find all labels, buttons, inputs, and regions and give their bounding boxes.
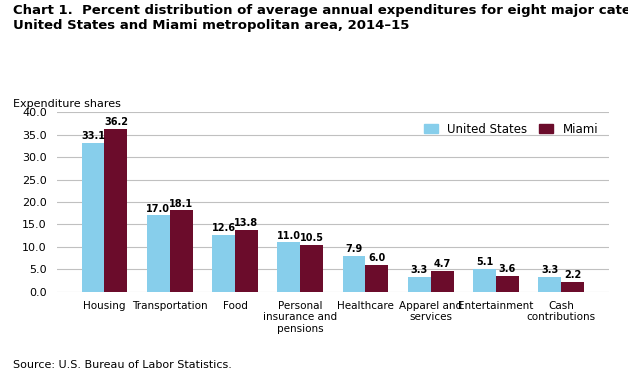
Bar (147, 215, 170, 292)
Text: 3.6: 3.6 (499, 264, 516, 274)
Text: 4.7: 4.7 (433, 259, 451, 269)
Bar (104, 129, 127, 292)
Bar (235, 230, 258, 292)
Bar (561, 282, 584, 292)
Bar (538, 277, 561, 292)
Text: 13.8: 13.8 (234, 218, 259, 228)
Text: 12.6: 12.6 (212, 223, 236, 233)
Text: 18.1: 18.1 (169, 199, 193, 209)
Text: Expenditure shares: Expenditure shares (13, 99, 121, 109)
Text: 5.1: 5.1 (476, 257, 493, 267)
Bar (343, 256, 365, 292)
Text: Chart 1.  Percent distribution of average annual expenditures for eight major ca: Chart 1. Percent distribution of average… (13, 4, 628, 32)
Bar (82, 143, 104, 292)
Text: 6.0: 6.0 (368, 253, 386, 263)
Text: 3.3: 3.3 (541, 265, 558, 275)
Text: 33.1: 33.1 (81, 131, 105, 141)
Legend: United States, Miami: United States, Miami (419, 118, 604, 141)
Bar (170, 211, 193, 292)
Bar (365, 265, 388, 292)
Text: 10.5: 10.5 (300, 233, 323, 243)
Bar (431, 271, 453, 292)
Bar (212, 235, 235, 292)
Text: 3.3: 3.3 (411, 265, 428, 275)
Text: 11.0: 11.0 (277, 230, 301, 240)
Bar (408, 277, 431, 292)
Text: Source: U.S. Bureau of Labor Statistics.: Source: U.S. Bureau of Labor Statistics. (13, 360, 232, 370)
Bar (300, 245, 323, 292)
Text: 2.2: 2.2 (564, 270, 582, 280)
Bar (473, 269, 496, 292)
Text: 36.2: 36.2 (104, 117, 128, 128)
Text: 17.0: 17.0 (146, 203, 170, 214)
Bar (496, 276, 519, 292)
Bar (278, 242, 300, 292)
Text: 7.9: 7.9 (345, 245, 363, 254)
